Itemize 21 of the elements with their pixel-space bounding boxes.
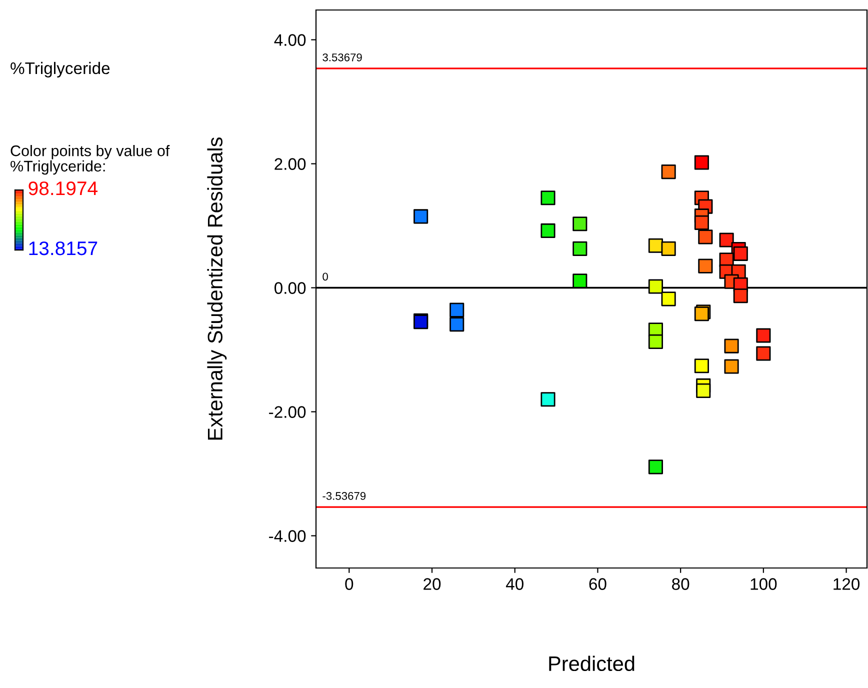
x-tick-label: 100 [750, 578, 777, 590]
color-bar-title: Color points by value of %Triglyceride: [10, 145, 170, 175]
y-tick-label: 0.00 [274, 282, 306, 294]
y-tick-label: 2.00 [274, 158, 306, 170]
color-bar-label: 13.8157 [29, 241, 98, 256]
x-tick-label: 40 [506, 578, 524, 590]
x-tick-label: 80 [672, 578, 690, 590]
x-axis-title: Predicted [549, 656, 634, 672]
x-tick-label: 120 [834, 578, 860, 590]
y-tick-label: 4.00 [274, 34, 306, 46]
ref-line-label: -3.53679 [322, 492, 366, 500]
y-tick-label: -4.00 [269, 530, 306, 542]
color-bar-label: 98.1974 [28, 181, 98, 196]
y-tick-label: -2.00 [269, 406, 306, 418]
x-tick-label: 20 [424, 578, 441, 590]
x-tick-label: 60 [589, 578, 606, 590]
ref-line-label: 3.53679 [322, 53, 362, 62]
y-axis-title: Externally Studentized Residuals [207, 137, 227, 440]
ref-line-label: 0 [322, 272, 328, 281]
text: %Triglyceride [10, 62, 110, 78]
x-tick-label: 0 [345, 578, 354, 590]
